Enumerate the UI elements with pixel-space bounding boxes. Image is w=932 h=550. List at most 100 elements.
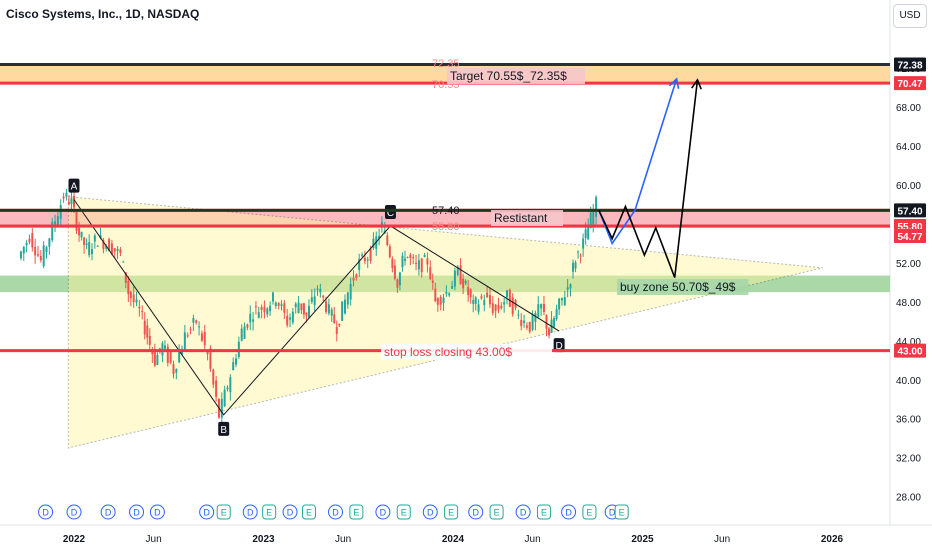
dividend-marker[interactable]: D	[422, 504, 438, 520]
dividend-marker[interactable]: D	[468, 504, 484, 520]
price-badge-text: 72.38	[897, 61, 922, 72]
marker-shape	[536, 504, 551, 520]
earnings-marker[interactable]: E	[582, 504, 597, 520]
stop-loss-label-text: stop loss closing 43.00$	[384, 345, 512, 359]
candle-body	[189, 328, 192, 330]
resistance-label-text: Restistant	[494, 211, 548, 225]
time-axis-tick: 2022	[63, 534, 86, 545]
earnings-marker[interactable]: E	[349, 504, 364, 520]
candle-body	[240, 328, 243, 341]
buy-zone-label: buy zone 50.70$_49$	[617, 279, 749, 295]
candle-body	[105, 245, 108, 249]
candle-body	[589, 212, 592, 228]
currency-button[interactable]: USD	[893, 4, 927, 28]
candle-body	[313, 296, 316, 305]
price-badge-bg	[894, 76, 926, 91]
earnings-marker[interactable]: E	[396, 504, 411, 520]
candle-body	[508, 289, 511, 307]
candle-body	[429, 267, 432, 280]
candle-body	[403, 258, 406, 261]
projection-line	[598, 78, 678, 246]
candle-body	[343, 299, 346, 314]
candle-body	[138, 306, 141, 309]
projection-line	[598, 79, 699, 278]
candle-body	[558, 298, 561, 310]
pattern-point-badge	[384, 204, 396, 219]
candle-body	[523, 320, 526, 323]
time-axis-tick: Jun	[525, 534, 541, 545]
resistance-label-bg	[491, 210, 563, 226]
pattern-point-badge	[68, 178, 80, 193]
dividend-marker[interactable]: D	[561, 504, 577, 520]
candle-body	[439, 296, 442, 305]
price-axis-tick: 44.00	[896, 337, 921, 348]
resistance-top-price-label: 57.40	[432, 205, 460, 217]
target-label-bg	[447, 68, 585, 84]
candle-body	[243, 326, 246, 339]
earnings-marker[interactable]: E	[614, 504, 629, 520]
candle-body	[423, 255, 426, 257]
dividend-marker[interactable]: D	[149, 504, 165, 520]
earnings-marker[interactable]: E	[536, 504, 551, 520]
marker-letter: E	[401, 508, 407, 518]
candle-body	[22, 246, 25, 254]
candle-body	[525, 325, 528, 328]
marker-letter: E	[494, 508, 500, 518]
candle-body	[420, 258, 423, 273]
candle-body	[500, 306, 503, 309]
candle-body	[563, 297, 566, 306]
candle-body	[289, 317, 292, 320]
dividend-marker[interactable]: D	[242, 504, 258, 520]
candle-body	[19, 251, 22, 259]
candle-body	[545, 315, 548, 329]
candle-body	[229, 377, 232, 393]
candle-body	[249, 313, 252, 323]
price-badge: 70.47	[894, 76, 926, 91]
price-axis-tick: 28.00	[896, 493, 921, 504]
candle-body	[300, 303, 303, 311]
marker-shape	[328, 504, 344, 520]
candle-body	[65, 192, 68, 197]
candle-body	[260, 307, 263, 310]
candle-body	[497, 305, 500, 310]
dividend-marker[interactable]: D	[515, 504, 531, 520]
price-badge-bg	[894, 203, 926, 218]
dividend-marker[interactable]: D	[100, 504, 116, 520]
earnings-marker[interactable]: E	[444, 504, 459, 520]
candle-body	[148, 335, 151, 345]
earnings-marker[interactable]: E	[489, 504, 504, 520]
earnings-marker[interactable]: E	[216, 504, 231, 520]
candle-body	[67, 201, 70, 205]
candle-body	[369, 248, 372, 261]
marker-letter: E	[541, 508, 547, 518]
candle-body	[220, 399, 223, 418]
earnings-marker[interactable]: E	[262, 504, 277, 520]
marker-letter: D	[203, 508, 210, 518]
stop-loss-label-bg	[381, 344, 552, 360]
candle-body	[146, 325, 149, 338]
dividend-marker[interactable]: D	[375, 504, 391, 520]
candle-body	[472, 300, 475, 304]
candle-body	[85, 243, 88, 245]
dividend-marker[interactable]: D	[66, 504, 82, 520]
candle-body	[93, 235, 96, 242]
candle-body	[235, 358, 238, 365]
marker-shape	[422, 504, 438, 520]
candle-body	[582, 238, 585, 249]
dividend-marker[interactable]: D	[129, 504, 145, 520]
candle-body	[574, 262, 577, 269]
marker-letter: E	[619, 508, 625, 518]
candle-body	[511, 297, 514, 315]
candle-body	[434, 288, 437, 302]
dividend-marker[interactable]: D	[199, 504, 215, 520]
candle-body	[459, 265, 462, 285]
marker-shape	[561, 504, 577, 520]
marker-letter: D	[472, 508, 479, 518]
candle-body	[297, 302, 300, 313]
dividend-marker[interactable]: D	[328, 504, 344, 520]
earnings-marker[interactable]: E	[301, 504, 316, 520]
candle-body	[415, 262, 418, 264]
dividend-marker[interactable]: D	[282, 504, 298, 520]
dividend-marker[interactable]: D	[38, 504, 54, 520]
